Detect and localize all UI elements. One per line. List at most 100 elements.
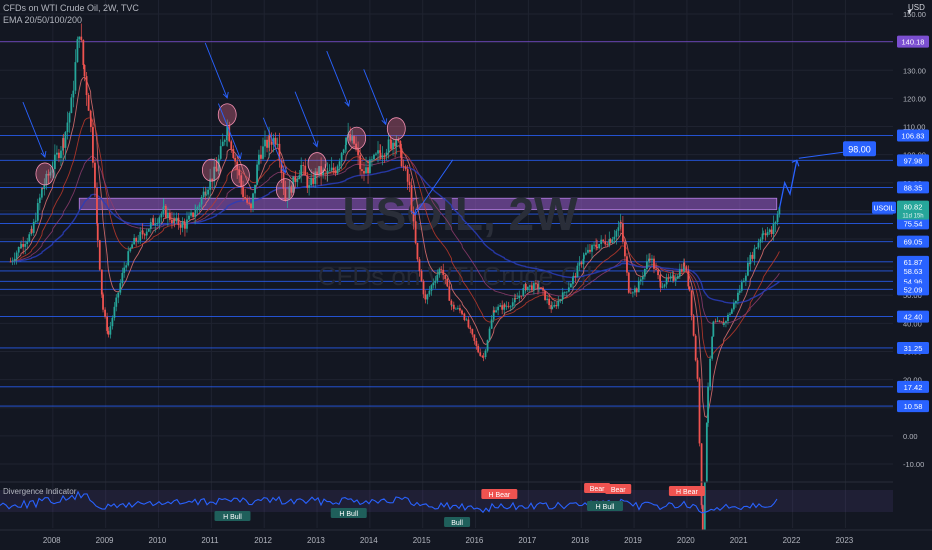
candle-body bbox=[72, 90, 75, 98]
level-price-tag bbox=[897, 154, 929, 167]
currency-label[interactable]: USD bbox=[908, 3, 925, 12]
candle-body bbox=[221, 141, 224, 147]
candle-body bbox=[390, 139, 392, 149]
divergence-label-box bbox=[444, 517, 471, 527]
arrow-head bbox=[281, 166, 287, 174]
candle-body bbox=[40, 188, 43, 198]
level-price-label: 52.09 bbox=[904, 285, 923, 294]
candle-body bbox=[587, 249, 589, 253]
price-tick: 130.00 bbox=[903, 66, 926, 75]
candle-body bbox=[248, 202, 251, 204]
divergence-band bbox=[0, 490, 893, 512]
candle-body bbox=[759, 239, 762, 243]
candle-body bbox=[484, 350, 487, 358]
candle-body bbox=[13, 258, 16, 261]
candle-body bbox=[663, 284, 666, 287]
indicator-legend[interactable]: EMA 20/50/100/200 bbox=[3, 15, 83, 25]
candle-body bbox=[306, 175, 309, 188]
annotation-arrow bbox=[414, 159, 454, 216]
candle-body bbox=[68, 112, 71, 123]
candle-body bbox=[11, 260, 14, 262]
candles[interactable] bbox=[9, 23, 781, 540]
candle-body bbox=[520, 295, 523, 297]
candle-body bbox=[685, 266, 688, 271]
level-price-tag bbox=[897, 35, 929, 48]
candle-body bbox=[109, 326, 112, 335]
candle-body bbox=[111, 317, 114, 327]
candle-body bbox=[516, 298, 519, 299]
candle-body bbox=[240, 175, 243, 187]
candle-body bbox=[154, 223, 157, 226]
candle-body bbox=[426, 294, 429, 300]
candle-body bbox=[272, 137, 275, 145]
candle-body bbox=[589, 249, 591, 252]
candle-body bbox=[34, 220, 37, 222]
annotation-arrow bbox=[218, 103, 241, 159]
candle-body bbox=[158, 217, 161, 223]
candle-body bbox=[143, 234, 146, 236]
candle-body bbox=[181, 221, 184, 228]
candle-body bbox=[651, 258, 653, 261]
price-tick: 50.00 bbox=[903, 291, 922, 300]
triangle-down-icon[interactable]: ▼ bbox=[906, 9, 913, 16]
candle-body bbox=[9, 261, 12, 263]
candle-body bbox=[622, 223, 624, 242]
time-axis[interactable]: 2008 2009 2010 2011 2012 2013 2014 2015 2016 2017… bbox=[0, 529, 932, 550]
divergence-label-box bbox=[668, 486, 705, 496]
candle-body bbox=[643, 268, 646, 277]
candle-body bbox=[175, 217, 178, 222]
arrow-head bbox=[40, 150, 47, 158]
candle-body bbox=[230, 141, 233, 150]
candle-body bbox=[308, 185, 311, 188]
annotation-arrow bbox=[294, 91, 318, 147]
candle-body bbox=[772, 223, 775, 234]
divergence-label: H Bull bbox=[339, 511, 358, 518]
divergence-label: H Bear bbox=[676, 489, 698, 496]
level-price-tag bbox=[897, 217, 929, 230]
ema-lines bbox=[10, 76, 780, 419]
level-price-label: 42.40 bbox=[904, 313, 923, 322]
grid bbox=[0, 0, 893, 528]
candle-body bbox=[567, 287, 570, 292]
top-highlight bbox=[201, 158, 221, 182]
candle-body bbox=[414, 221, 417, 243]
time-tick: 2018 bbox=[571, 536, 589, 545]
candle-body bbox=[716, 320, 719, 322]
projection-path: 98.00 bbox=[778, 141, 876, 209]
arrow-head bbox=[410, 208, 417, 216]
price-tick: 120.00 bbox=[903, 94, 926, 103]
candle-body bbox=[770, 229, 773, 234]
candle-body bbox=[226, 126, 229, 135]
candle-body bbox=[762, 233, 765, 235]
candle-body bbox=[336, 166, 339, 174]
last-price-label: 80.82 bbox=[904, 203, 923, 212]
candle-body bbox=[304, 165, 307, 176]
candle-body bbox=[572, 277, 574, 284]
candle-body bbox=[397, 139, 400, 142]
candle-body bbox=[141, 230, 144, 235]
candle-body bbox=[428, 290, 431, 295]
candle-body bbox=[200, 197, 203, 205]
candle-body bbox=[524, 283, 527, 290]
candle-body bbox=[667, 277, 670, 279]
time-tick: 2020 bbox=[677, 536, 695, 545]
candle-body bbox=[41, 188, 44, 190]
annotation-arrow bbox=[363, 69, 387, 125]
candle-body bbox=[690, 290, 693, 316]
candle-body bbox=[215, 168, 218, 172]
candle-body bbox=[452, 304, 455, 309]
price-axis[interactable]: -10.000.0010.0020.0030.0040.0050.0060.00… bbox=[872, 0, 932, 550]
divergence-label-box bbox=[584, 483, 611, 493]
candle-body bbox=[631, 292, 634, 294]
candle-body bbox=[188, 215, 190, 220]
candle-body bbox=[395, 139, 398, 147]
candle-body bbox=[137, 240, 140, 242]
candle-body bbox=[696, 360, 699, 379]
candle-body bbox=[735, 300, 737, 304]
candle-body bbox=[729, 313, 731, 315]
candle-body bbox=[611, 239, 614, 243]
level-price-label: 140.18 bbox=[902, 38, 925, 47]
candle-body bbox=[64, 132, 67, 148]
candle-body bbox=[683, 262, 686, 267]
